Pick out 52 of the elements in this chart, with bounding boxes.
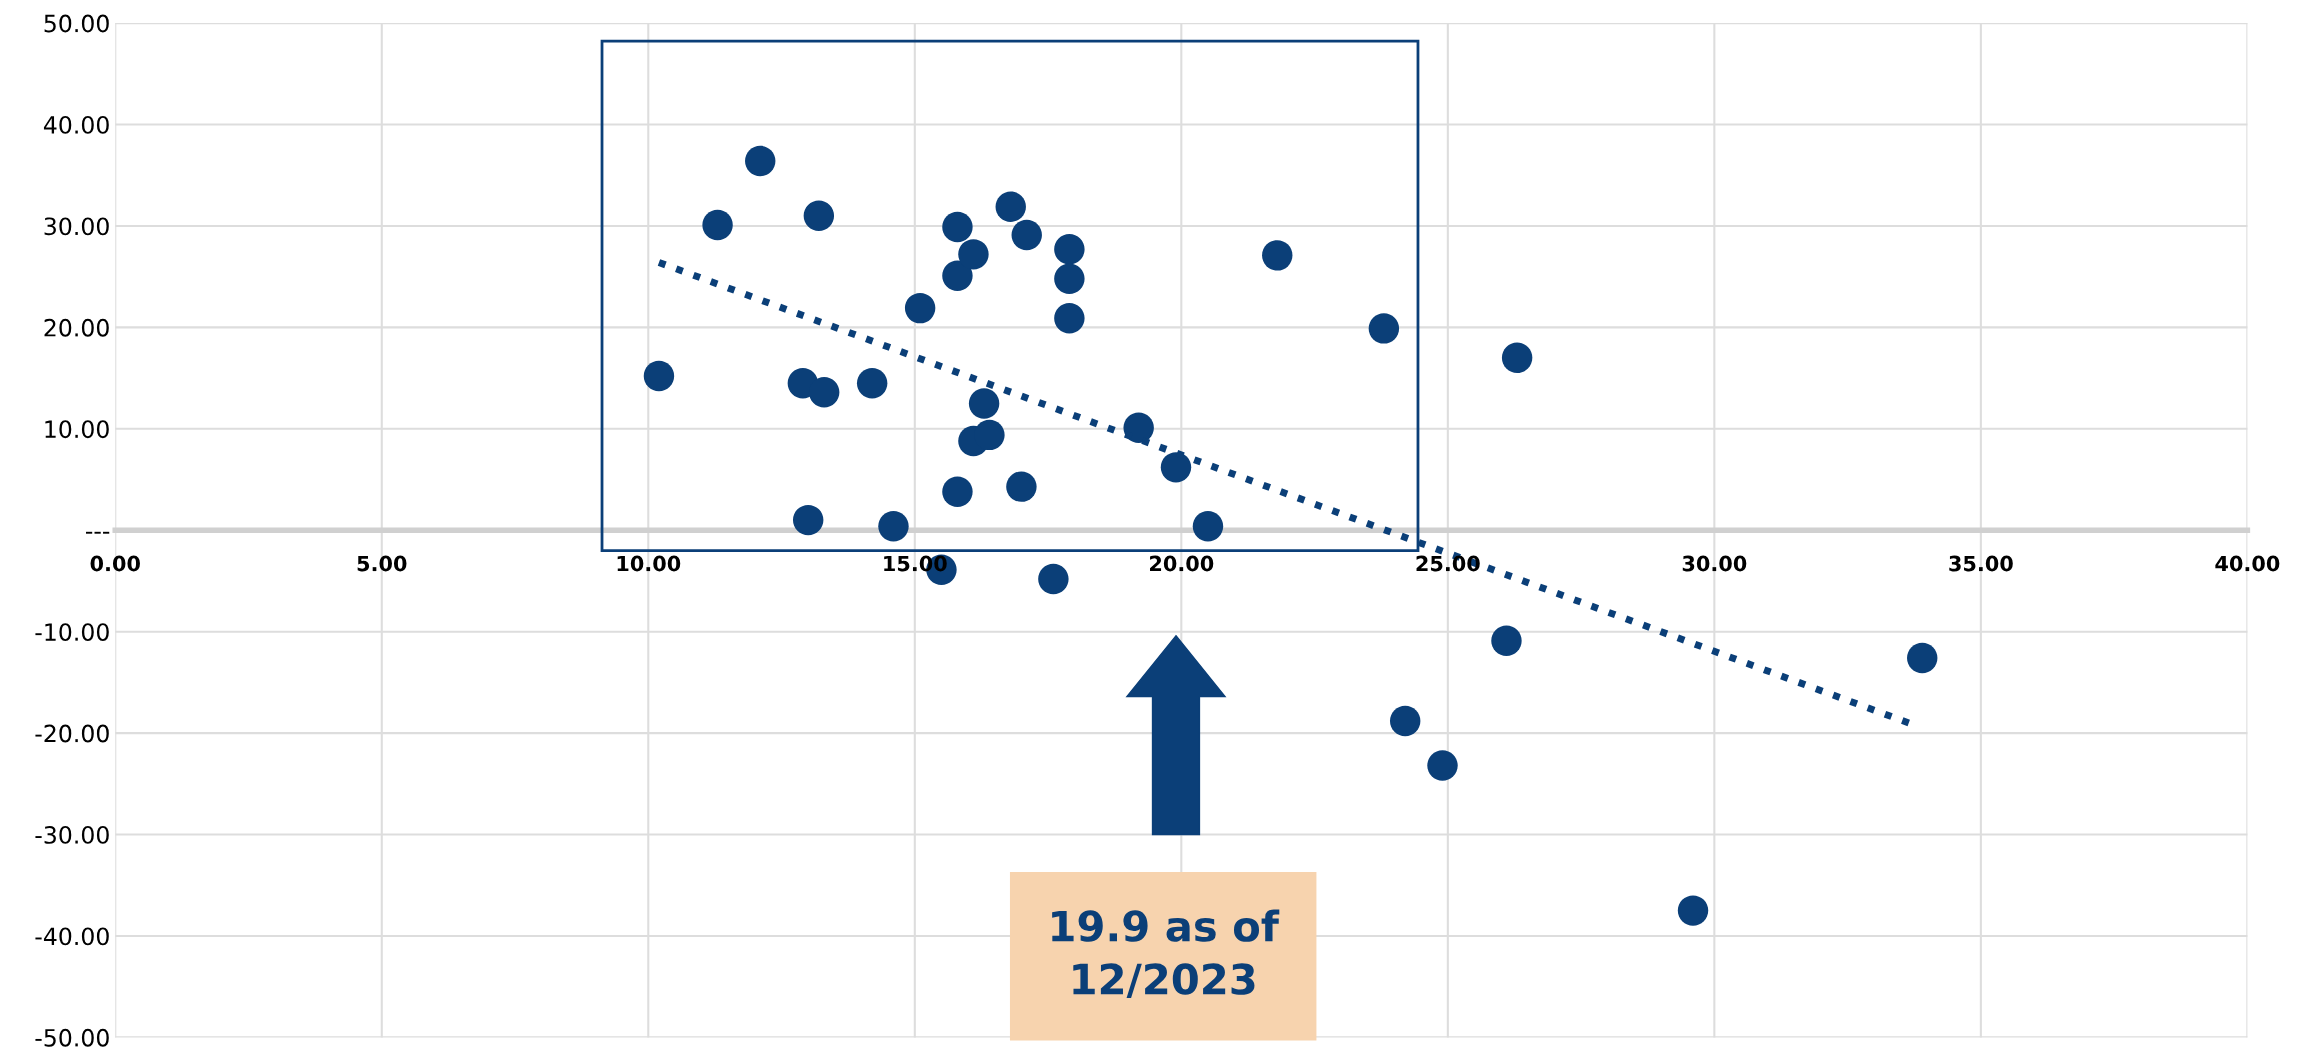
point [1491, 625, 1522, 657]
point [1427, 750, 1458, 781]
point [643, 360, 675, 392]
point [1389, 705, 1421, 737]
x-tick-label: 35.00 [1949, 555, 2013, 572]
point [856, 367, 888, 399]
y-tick-label: 30.00 [44, 217, 109, 236]
y-tick-label: 50.00 [44, 14, 109, 33]
point [942, 476, 973, 507]
point [904, 292, 936, 324]
y-tick-label: -50.00 [35, 1028, 109, 1047]
point [1054, 303, 1085, 334]
point [1054, 234, 1085, 265]
y-tick-label: 20.00 [44, 318, 109, 337]
y-tick-label: -10.00 [35, 623, 109, 641]
point [1038, 563, 1069, 595]
y-tick-label: -20.00 [35, 724, 109, 743]
annotation: 19.9 as of 12/2023 [1052, 909, 1280, 999]
point [702, 209, 733, 241]
point [745, 145, 776, 177]
point [803, 200, 835, 232]
x-tick-label: 10.00 [617, 555, 681, 572]
y-tick-label: -40.00 [35, 927, 109, 946]
point [974, 419, 1005, 451]
x-tick-label: 40.00 [2215, 555, 2280, 572]
point [792, 504, 824, 536]
point [968, 388, 1000, 419]
x-tick-label: 0.00 [90, 555, 140, 572]
point [958, 239, 989, 270]
point [878, 510, 909, 542]
point [1160, 452, 1192, 483]
y-tick-label: --- [85, 531, 110, 534]
y-tick-label: 10.00 [45, 420, 109, 439]
y-tick-label: 40.00 [43, 115, 109, 134]
point [1006, 471, 1037, 502]
point [1368, 313, 1400, 344]
x-tick-label: 25.00 [1416, 555, 1480, 572]
y-tick-label: -30.00 [35, 825, 109, 844]
point [1262, 240, 1293, 271]
point [1677, 895, 1709, 926]
x-tick-label: 5.00 [357, 555, 407, 572]
point [942, 211, 973, 243]
point [1192, 510, 1224, 542]
point [995, 191, 1026, 222]
point [1011, 219, 1042, 251]
point [942, 260, 973, 291]
point [1907, 642, 1938, 674]
point [1501, 342, 1533, 374]
x-tick-label: 20.00 [1150, 555, 1214, 572]
point [1054, 263, 1085, 294]
x-tick-label: 30.00 [1682, 555, 1747, 572]
point [808, 377, 840, 408]
